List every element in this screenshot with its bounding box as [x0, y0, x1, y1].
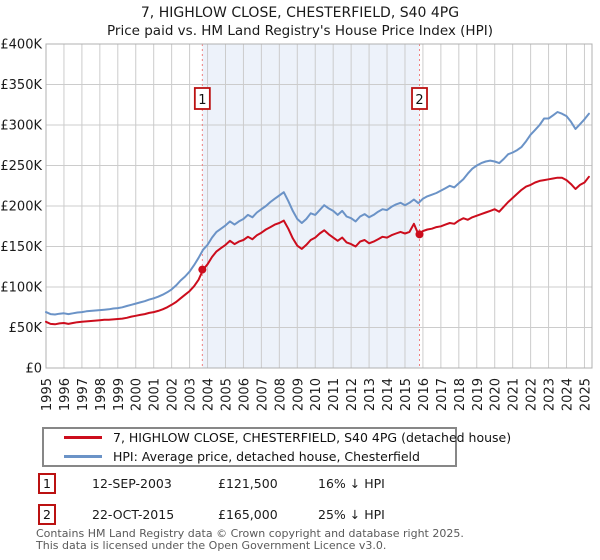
footer-line-2: This data is licensed under the Open Gov… — [36, 538, 387, 552]
x-axis-year-label: 2017 — [435, 378, 450, 411]
y-axis-tick-label: £200K — [0, 200, 42, 215]
legend-label-hpi: HPI: Average price, detached house, Ches… — [113, 449, 420, 464]
sale-2-date: 22-OCT-2015 — [92, 507, 175, 522]
x-axis-year-label: 2005 — [219, 378, 234, 411]
sale-1-date: 12-SEP-2003 — [92, 476, 172, 491]
x-axis-year-label: 2024 — [561, 378, 576, 411]
legend-label-price: 7, HIGHLOW CLOSE, CHESTERFIELD, S40 4PG … — [113, 430, 512, 445]
x-axis-year-label: 1995 — [40, 378, 55, 411]
sale-2-number-box: 2 — [38, 504, 56, 525]
sale-annotation-row-2: 2 22-OCT-2015 £165,000 25% ↓ HPI — [38, 504, 598, 526]
price-chart: £0 £50K £100K £150K £200K £250K £300K £350K £400… — [0, 38, 593, 412]
sale-1-vs-hpi: 16% ↓ HPI — [318, 476, 385, 491]
sale-1-marker-dot — [198, 265, 207, 274]
sale-2-flag-box — [411, 87, 428, 110]
sale-2-vs-hpi: 25% ↓ HPI — [318, 507, 385, 522]
x-axis-year-label: 2006 — [237, 378, 252, 411]
series-line-price — [45, 175, 590, 326]
hpi-line-swatch — [64, 455, 102, 458]
x-axis-year-label: 2022 — [525, 378, 540, 411]
y-axis-tick-label: £400K — [0, 38, 42, 53]
x-axis-year-label: 2019 — [471, 378, 486, 411]
y-axis-tick-label: £300K — [0, 119, 42, 134]
y-axis-tick-label: £0 — [25, 362, 42, 377]
plot-frame — [45, 43, 593, 369]
x-axis-year-label: 2021 — [507, 378, 522, 411]
x-axis-year-label: 2009 — [291, 378, 306, 411]
x-axis-year-label: 2007 — [255, 378, 270, 411]
x-axis-year-label: 1997 — [76, 378, 91, 411]
legend-item-price: 7, HIGHLOW CLOSE, CHESTERFIELD, S40 4PG … — [44, 430, 511, 445]
x-axis-year-label: 2013 — [363, 378, 378, 411]
sale-2-marker-dot — [415, 230, 424, 239]
x-axis-year-label: 2015 — [399, 378, 414, 411]
x-axis-year-label: 2023 — [543, 378, 558, 411]
price-line-swatch — [64, 436, 102, 439]
x-axis-year-label: 2010 — [309, 378, 324, 411]
y-axis-tick-label: £250K — [0, 159, 42, 174]
x-axis-year-label: 2018 — [453, 378, 468, 411]
sale-2-flag-number: 2 — [415, 93, 423, 108]
x-axis-year-label: 1996 — [58, 378, 73, 411]
sale-2-price: £165,000 — [218, 507, 278, 522]
sale-1-flag-number: 1 — [198, 93, 206, 108]
y-axis-tick-label: £100K — [0, 281, 42, 296]
y-axis-tick-label: £150K — [0, 240, 42, 255]
x-axis-year-label: 2000 — [130, 378, 145, 411]
x-axis-year-label: 2012 — [345, 378, 360, 411]
x-axis-year-label: 2011 — [327, 378, 342, 411]
footer-line-1: Contains HM Land Registry data © Crown c… — [36, 527, 464, 540]
page-title: 7, HIGHLOW CLOSE, CHESTERFIELD, S40 4PG — [140, 5, 460, 21]
x-axis-year-label: 1998 — [94, 378, 109, 411]
x-axis-year-label: 1999 — [112, 378, 127, 411]
y-axis-tick-label: £350K — [0, 78, 42, 93]
x-axis-year-label: 2004 — [202, 378, 217, 411]
x-axis-year-label: 2003 — [184, 378, 199, 411]
x-axis-year-label: 2025 — [578, 378, 593, 411]
y-axis-tick-label: £50K — [9, 321, 43, 336]
sale-1-flag-box — [193, 87, 211, 110]
series-line-hpi — [45, 111, 590, 316]
x-axis-year-label: 2014 — [381, 378, 396, 411]
sale-1-number-box: 1 — [38, 473, 56, 494]
x-axis-year-label: 2016 — [417, 378, 432, 411]
page-subtitle: Price paid vs. HM Land Registry's House … — [107, 23, 493, 39]
x-axis-year-label: 2020 — [489, 378, 504, 411]
sale-1-price: £121,500 — [218, 476, 278, 491]
license-footer: Contains HM Land Registry data © Crown c… — [36, 528, 596, 551]
x-axis-year-label: 2008 — [273, 378, 288, 411]
legend-item-hpi: HPI: Average price, detached house, Ches… — [44, 449, 455, 464]
x-axis-year-label: 2002 — [166, 378, 181, 411]
sale-annotation-row-1: 1 12-SEP-2003 £121,500 16% ↓ HPI — [38, 473, 598, 495]
chart-legend: 7, HIGHLOW CLOSE, CHESTERFIELD, S40 4PG … — [42, 427, 511, 467]
x-axis-year-label: 2001 — [148, 378, 163, 411]
